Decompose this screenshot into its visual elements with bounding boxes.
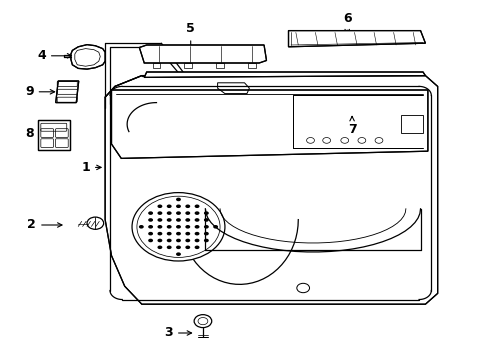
Text: 5: 5 bbox=[186, 22, 195, 54]
Text: 7: 7 bbox=[347, 116, 356, 136]
Polygon shape bbox=[71, 45, 105, 69]
Circle shape bbox=[148, 218, 153, 222]
Text: 6: 6 bbox=[342, 12, 351, 34]
Circle shape bbox=[185, 246, 190, 249]
Circle shape bbox=[194, 218, 199, 222]
Circle shape bbox=[87, 217, 103, 229]
Text: 8: 8 bbox=[25, 127, 52, 140]
Polygon shape bbox=[38, 120, 70, 150]
Circle shape bbox=[166, 204, 171, 208]
Circle shape bbox=[148, 211, 153, 215]
Circle shape bbox=[194, 232, 199, 235]
Circle shape bbox=[194, 246, 199, 249]
Circle shape bbox=[176, 218, 181, 222]
Circle shape bbox=[157, 218, 162, 222]
Circle shape bbox=[176, 232, 181, 235]
Text: 4: 4 bbox=[37, 49, 72, 62]
Circle shape bbox=[185, 211, 190, 215]
Circle shape bbox=[166, 211, 171, 215]
Polygon shape bbox=[56, 81, 79, 103]
Polygon shape bbox=[105, 76, 437, 304]
Circle shape bbox=[176, 211, 181, 215]
Circle shape bbox=[194, 211, 199, 215]
Circle shape bbox=[213, 225, 218, 229]
Circle shape bbox=[185, 218, 190, 222]
Circle shape bbox=[148, 232, 153, 235]
Circle shape bbox=[139, 225, 143, 229]
Circle shape bbox=[176, 198, 181, 201]
Circle shape bbox=[166, 225, 171, 229]
Circle shape bbox=[176, 246, 181, 249]
Circle shape bbox=[203, 239, 208, 242]
Circle shape bbox=[166, 218, 171, 222]
Text: 3: 3 bbox=[164, 327, 191, 339]
Circle shape bbox=[157, 204, 162, 208]
Polygon shape bbox=[111, 90, 427, 158]
Polygon shape bbox=[288, 31, 425, 47]
Circle shape bbox=[157, 246, 162, 249]
Circle shape bbox=[176, 204, 181, 208]
Circle shape bbox=[166, 246, 171, 249]
Circle shape bbox=[185, 232, 190, 235]
Circle shape bbox=[194, 315, 211, 328]
Polygon shape bbox=[139, 45, 266, 63]
Circle shape bbox=[157, 211, 162, 215]
Circle shape bbox=[157, 232, 162, 235]
Polygon shape bbox=[144, 72, 425, 77]
Circle shape bbox=[148, 239, 153, 242]
Circle shape bbox=[203, 218, 208, 222]
Circle shape bbox=[157, 239, 162, 242]
Text: 1: 1 bbox=[81, 161, 101, 174]
Circle shape bbox=[203, 225, 208, 229]
Circle shape bbox=[185, 204, 190, 208]
Circle shape bbox=[176, 225, 181, 229]
Circle shape bbox=[166, 232, 171, 235]
Circle shape bbox=[194, 225, 199, 229]
Circle shape bbox=[157, 225, 162, 229]
Circle shape bbox=[194, 204, 199, 208]
Circle shape bbox=[203, 232, 208, 235]
Circle shape bbox=[166, 239, 171, 242]
Circle shape bbox=[132, 193, 224, 261]
Circle shape bbox=[194, 239, 199, 242]
Circle shape bbox=[176, 252, 181, 256]
Circle shape bbox=[176, 239, 181, 242]
Circle shape bbox=[185, 225, 190, 229]
Circle shape bbox=[185, 239, 190, 242]
Text: 2: 2 bbox=[27, 219, 62, 231]
Text: 9: 9 bbox=[25, 85, 55, 98]
Circle shape bbox=[203, 211, 208, 215]
Circle shape bbox=[148, 225, 153, 229]
